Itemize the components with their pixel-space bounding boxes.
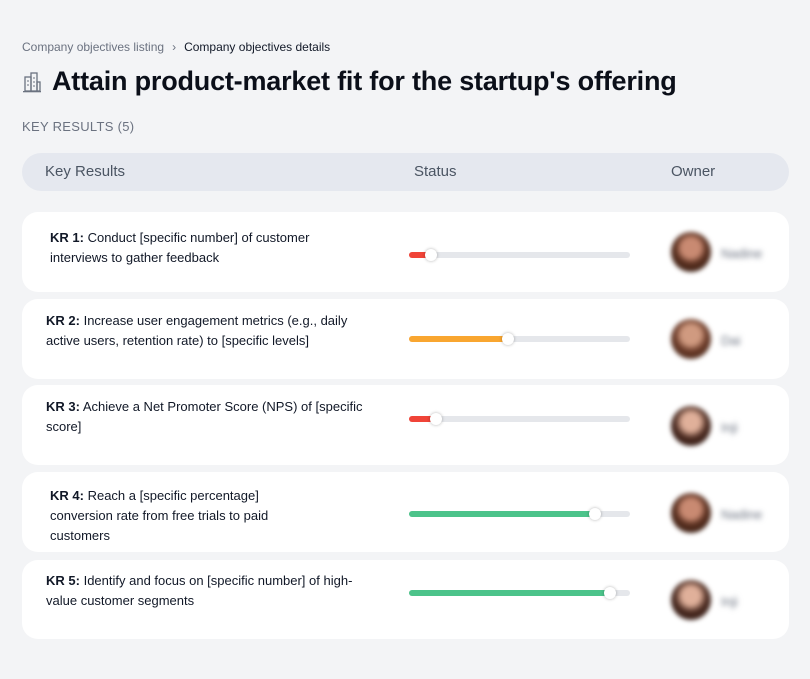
key-result-text: Identify and focus on [specific number] … bbox=[46, 573, 353, 608]
progress-fill bbox=[409, 336, 508, 342]
status-progress-bar bbox=[409, 413, 630, 425]
objective-header: Attain product-market fit for the startu… bbox=[22, 66, 677, 97]
table-row[interactable]: KR 3: Achieve a Net Promoter Score (NPS)… bbox=[22, 385, 789, 465]
progress-fill bbox=[409, 590, 610, 596]
key-results-count: KEY RESULTS (5) bbox=[22, 119, 135, 134]
breadcrumb: Company objectives listing › Company obj… bbox=[22, 40, 330, 54]
key-result-label: KR 2: bbox=[46, 313, 80, 328]
key-result-label: KR 4: bbox=[50, 488, 84, 503]
table-row[interactable]: KR 5: Identify and focus on [specific nu… bbox=[22, 560, 789, 639]
key-result-description: KR 5: Identify and focus on [specific nu… bbox=[46, 571, 364, 611]
key-result-description: KR 1: Conduct [specific number] of custo… bbox=[50, 228, 368, 268]
breadcrumb-parent-link[interactable]: Company objectives listing bbox=[22, 40, 165, 54]
owner-avatar bbox=[671, 493, 711, 533]
progress-thumb bbox=[604, 587, 616, 599]
status-progress-bar bbox=[409, 587, 630, 599]
key-result-text: Achieve a Net Promoter Score (NPS) of [s… bbox=[46, 399, 363, 434]
owner-avatar bbox=[671, 319, 711, 359]
table-header: Key Results Status Owner bbox=[22, 153, 789, 191]
status-progress-bar bbox=[409, 508, 630, 520]
column-header-status: Status bbox=[414, 163, 457, 180]
key-result-description: KR 4: Reach a [specific percentage] conv… bbox=[50, 486, 320, 546]
chevron-right-icon: › bbox=[172, 40, 177, 54]
key-result-text: Conduct [specific number] of customer in… bbox=[50, 230, 310, 265]
page-title: Attain product-market fit for the startu… bbox=[52, 66, 677, 96]
table-row[interactable]: KR 2: Increase user engagement metrics (… bbox=[22, 299, 789, 379]
progress-fill bbox=[409, 252, 431, 258]
building-icon bbox=[23, 71, 41, 92]
column-header-key-results: Key Results bbox=[45, 163, 126, 180]
progress-thumb bbox=[589, 508, 601, 520]
key-result-description: KR 3: Achieve a Net Promoter Score (NPS)… bbox=[46, 397, 364, 437]
owner-name: Nadine bbox=[721, 507, 763, 522]
breadcrumb-current: Company objectives details bbox=[184, 40, 331, 54]
key-result-label: KR 3: bbox=[46, 399, 80, 414]
owner-name: Inji bbox=[721, 594, 738, 609]
owner-name: Dai bbox=[721, 333, 741, 348]
progress-fill bbox=[409, 511, 595, 517]
key-result-label: KR 5: bbox=[46, 573, 80, 588]
progress-thumb bbox=[502, 333, 514, 345]
key-result-text: Reach a [specific percentage] conversion… bbox=[50, 488, 269, 543]
table-row[interactable]: KR 1: Conduct [specific number] of custo… bbox=[22, 212, 789, 292]
key-result-text: Increase user engagement metrics (e.g., … bbox=[46, 313, 348, 348]
key-result-label: KR 1: bbox=[50, 230, 84, 245]
status-progress-bar bbox=[409, 333, 630, 345]
progress-thumb bbox=[430, 413, 442, 425]
column-header-owner: Owner bbox=[671, 163, 716, 180]
owner-name: Nadine bbox=[721, 246, 763, 261]
table-row[interactable]: KR 4: Reach a [specific percentage] conv… bbox=[22, 472, 789, 552]
owner-avatar bbox=[671, 232, 711, 272]
status-progress-bar bbox=[409, 249, 630, 261]
owner-avatar bbox=[671, 580, 711, 620]
owner-avatar bbox=[671, 406, 711, 446]
progress-fill bbox=[409, 416, 436, 422]
progress-thumb bbox=[425, 249, 437, 261]
owner-name: Inji bbox=[721, 420, 738, 435]
key-result-description: KR 2: Increase user engagement metrics (… bbox=[46, 311, 364, 351]
